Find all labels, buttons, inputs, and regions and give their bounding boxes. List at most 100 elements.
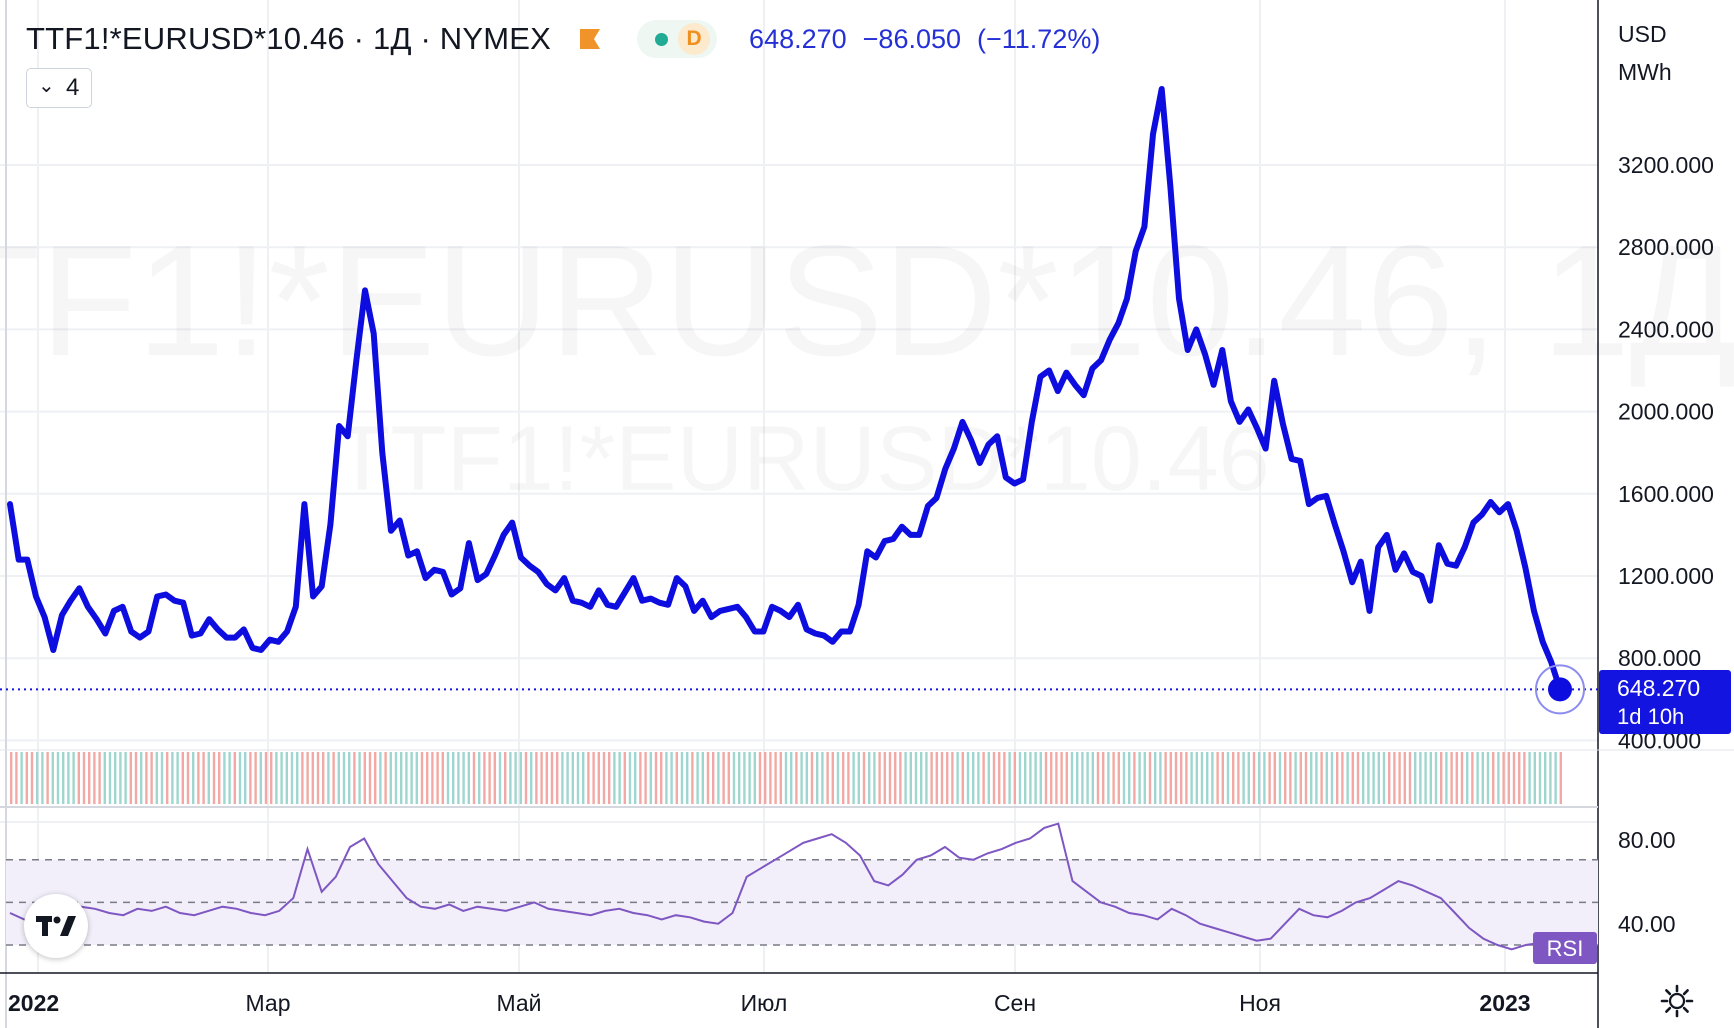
volume-bar <box>306 752 309 804</box>
volume-bar <box>1226 752 1230 804</box>
volume-bar <box>940 752 944 804</box>
volume-bar <box>368 752 372 804</box>
volume-bar <box>46 752 49 804</box>
volume-bar <box>93 752 96 804</box>
volume-bar <box>436 752 439 804</box>
volume-bar <box>160 752 164 804</box>
volume-bar <box>1382 752 1386 804</box>
volume-bar <box>98 752 101 804</box>
tradingview-logo-icon[interactable] <box>24 894 88 958</box>
volume-bar <box>790 752 793 804</box>
rsi-tick-80: 80.00 <box>1618 827 1676 853</box>
time-label-1: Мар <box>245 990 290 1016</box>
volume-bar <box>1169 752 1172 804</box>
volume-bar <box>41 752 44 804</box>
price-tick-6: 800.000 <box>1618 645 1701 671</box>
volume-bar <box>467 752 470 804</box>
watermark-large: TTF1!*EURUSD*10.46, 1Д <box>0 213 1734 389</box>
volume-bar <box>358 752 361 804</box>
volume-bar <box>1159 752 1162 804</box>
volume-bar <box>197 752 200 804</box>
market-status-pill[interactable]: D <box>637 20 718 58</box>
volume-bar <box>764 752 767 804</box>
volume-bar <box>1450 752 1453 804</box>
volume-bar <box>223 752 226 804</box>
volume-bar <box>290 752 294 804</box>
volume-bar <box>1424 752 1427 804</box>
volume-bar <box>862 752 866 804</box>
rsi-axis: 80.00 40.00 RSI <box>1533 827 1676 964</box>
volume-bar <box>114 752 117 804</box>
volume-bar <box>264 752 268 804</box>
volume-bar <box>821 752 824 804</box>
last-price-halo <box>1535 664 1585 715</box>
volume-bar <box>212 752 216 804</box>
timeframe-badge: D <box>678 23 711 55</box>
time-axis[interactable]: 2022 Мар Май Июл Сен Ноя 2023 <box>8 990 1531 1016</box>
last-price-label: 648.270 <box>1617 675 1700 701</box>
volume-bar <box>1164 752 1167 804</box>
volume-bar <box>1507 752 1510 804</box>
volume-bar <box>457 752 460 804</box>
volume-bar <box>654 752 658 804</box>
volume-bar <box>530 752 533 804</box>
last-price-marker[interactable] <box>1548 677 1572 702</box>
volume-bar <box>1284 752 1287 804</box>
volume-strip <box>10 752 1562 804</box>
volume-bar <box>826 752 829 804</box>
rsi-pane[interactable] <box>6 822 1598 951</box>
volume-bar <box>1414 752 1417 804</box>
price-axis-unit-usd: USD <box>1618 21 1667 47</box>
volume-bar <box>602 752 606 804</box>
volume-bar <box>758 752 762 804</box>
flag-icon[interactable] <box>577 26 603 52</box>
volume-bar <box>301 752 304 804</box>
volume-bar <box>145 752 148 804</box>
volume-bar <box>1398 752 1401 804</box>
volume-bar <box>909 752 912 804</box>
volume-bar <box>462 752 465 804</box>
volume-bar <box>597 752 600 804</box>
price-axis[interactable]: USD MWh 3200.000 2800.000 2400.000 2000.000… <box>1599 21 1731 753</box>
volume-bar <box>1330 752 1334 804</box>
volume-bar <box>171 752 174 804</box>
last-price-badge: 648.270 1d 10h <box>1599 670 1731 734</box>
volume-bar <box>618 752 621 804</box>
volume-bar <box>472 752 476 804</box>
volume-bar <box>1419 752 1422 804</box>
volume-bar <box>966 752 970 804</box>
volume-bar <box>1315 752 1318 804</box>
volume-bar <box>498 752 502 804</box>
volume-bar <box>847 752 850 804</box>
settings-gear-icon[interactable] <box>1660 984 1694 1018</box>
volume-bar <box>800 752 803 804</box>
volume-bar <box>140 752 143 804</box>
volume-bar <box>691 752 694 804</box>
volume-bar <box>1403 752 1406 804</box>
volume-bar <box>186 752 190 804</box>
volume-bar <box>961 752 964 804</box>
volume-bar <box>1440 752 1443 804</box>
volume-bar <box>1060 752 1063 804</box>
volume-bar <box>207 752 210 804</box>
volume-bar <box>1512 752 1516 804</box>
rsi-series-line[interactable] <box>9 822 1541 951</box>
volume-bar <box>478 752 481 804</box>
volume-bar <box>342 752 346 804</box>
symbol-title[interactable]: TTF1!*EURUSD*10.46 · 1Д · NYMEX <box>26 21 552 56</box>
volume-bar <box>1122 752 1126 804</box>
volume-bar <box>410 752 413 804</box>
volume-bar <box>842 752 845 804</box>
volume-bar <box>680 752 684 804</box>
volume-bar <box>1148 752 1152 804</box>
indicators-collapse-button[interactable]: ⌄ 4 <box>26 68 92 108</box>
volume-bar <box>420 752 424 804</box>
price-tick-0: 3200.000 <box>1618 152 1714 178</box>
volume-bar <box>779 752 782 804</box>
volume-bar <box>1070 752 1074 804</box>
volume-bar <box>181 752 184 804</box>
volume-bar <box>592 752 595 804</box>
volume-bar <box>280 752 283 804</box>
price-series-line[interactable] <box>7 86 1563 693</box>
